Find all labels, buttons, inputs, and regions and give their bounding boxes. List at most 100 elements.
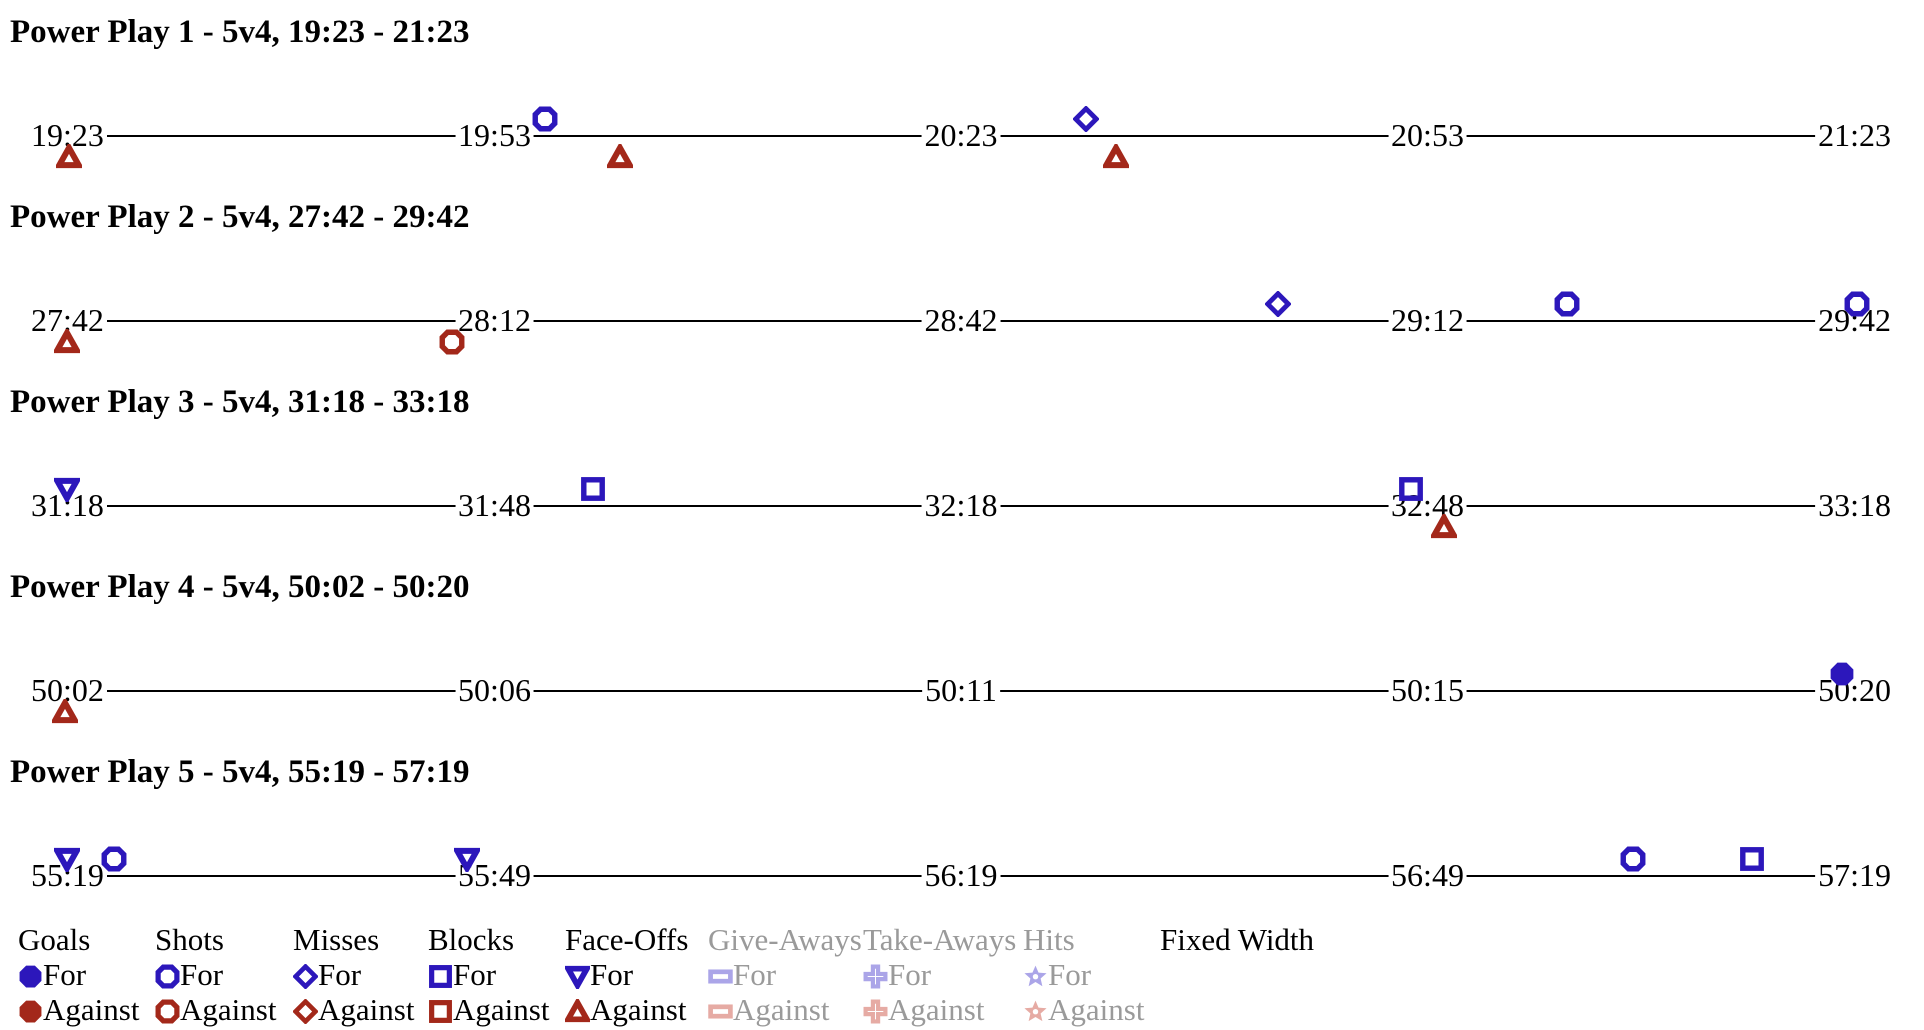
legend-team-label: Against [888, 992, 985, 1027]
timeline-axis: 55:19 55:49 56:19 56:49 57:19 [28, 846, 1894, 896]
legend-goals-against[interactable]: Against [18, 992, 155, 1027]
legend-team-label: For [590, 957, 634, 992]
block-for-icon [428, 957, 453, 992]
event-marker-block-for [580, 476, 606, 502]
event-marker-shot-for [1554, 291, 1580, 317]
legend-group-title[interactable]: Hits [1023, 922, 1075, 957]
legend-team-label: Against [43, 992, 140, 1027]
block-against-icon [428, 992, 453, 1027]
event-marker-face-off-against [56, 144, 83, 170]
shot-for-icon [155, 957, 180, 992]
miss-against-icon [292, 992, 319, 1027]
legend-team-label: Against [318, 992, 415, 1027]
legend-group-hits: Hits For Against [1023, 922, 1160, 1027]
shot-against-icon [155, 992, 180, 1027]
legend-group-title[interactable]: Face-Offs [565, 922, 689, 957]
tick-label: 55:19 [28, 854, 107, 896]
tick-label: 21:23 [1815, 114, 1894, 156]
legend-give-aways-against[interactable]: Against [708, 992, 863, 1027]
legend-blocks-for[interactable]: For [428, 957, 565, 992]
legend-misses-against[interactable]: Against [292, 992, 428, 1027]
legend-team-label: For [318, 957, 362, 992]
power-play-block-2: Power Play 2 - 5v4, 27:42 - 29:42 27:42 28… [0, 185, 1924, 370]
event-marker-face-off-against [54, 329, 81, 355]
legend-team-label: For [453, 957, 497, 992]
timeline-axis: 27:42 28:12 28:42 29:12 29:42 [28, 291, 1894, 355]
legend-group-blocks: Blocks For Against [428, 922, 565, 1027]
legend-hits-for[interactable]: For [1023, 957, 1160, 992]
tick-label: 20:23 [921, 114, 1001, 156]
legend-face-offs-against[interactable]: Against [563, 992, 708, 1027]
legend-shots-against[interactable]: Against [155, 992, 293, 1027]
tick-label: 28:42 [921, 299, 1001, 341]
hit-against-icon [1023, 992, 1048, 1027]
legend-group-title[interactable]: Take-Aways [863, 922, 1017, 957]
legend-group-title[interactable]: Blocks [428, 922, 515, 957]
legend-face-offs-for[interactable]: For [563, 957, 708, 992]
tick-label: 33:18 [1815, 484, 1894, 526]
legend-take-aways-against[interactable]: Against [863, 992, 1023, 1027]
legend-team-label: Against [180, 992, 277, 1027]
tick-label: 50:15 [1388, 669, 1467, 711]
tick-label: 19:53 [455, 114, 534, 156]
legend-team-label: Against [1048, 992, 1145, 1027]
event-marker-shot-for [532, 106, 558, 132]
timeline-axis: 31:18 31:48 32:18 32:48 33:18 [28, 477, 1894, 539]
event-marker-face-off-against [52, 699, 79, 725]
tick-label: 56:49 [1388, 854, 1467, 896]
power-play-block-3: Power Play 3 - 5v4, 31:18 - 33:18 31:18 31… [0, 370, 1924, 555]
legend-group-goals: Goals For Against [18, 922, 155, 1027]
legend-give-aways-for[interactable]: For [708, 957, 863, 992]
event-marker-face-off-against [1431, 514, 1458, 540]
goal-for-icon [18, 957, 43, 992]
power-play-title: Power Play 2 - 5v4, 27:42 - 29:42 [10, 199, 470, 235]
legend-goals-for[interactable]: For [18, 957, 155, 992]
event-marker-shot-for [1620, 846, 1646, 872]
event-marker-shot-for [101, 846, 127, 872]
event-marker-goal-for [1829, 661, 1855, 687]
tick-label: 31:48 [455, 484, 534, 526]
power-play-block-1: Power Play 1 - 5v4, 19:23 - 21:23 19:23 19… [0, 0, 1924, 185]
legend-take-aways-for[interactable]: For [863, 957, 1023, 992]
tick-label: 20:53 [1388, 114, 1467, 156]
legend-hits-against[interactable]: Against [1023, 992, 1160, 1027]
event-marker-miss-for [1073, 106, 1100, 132]
event-marker-miss-for [1265, 291, 1292, 317]
legend-group-title[interactable]: Goals [18, 922, 91, 957]
legend-group-give-aways: Give-Aways For Against [708, 922, 863, 1027]
event-marker-face-off-for [453, 846, 480, 872]
legend-group-title[interactable]: Shots [155, 922, 224, 957]
event-marker-shot-for [1844, 291, 1870, 317]
take-away-against-icon [863, 992, 888, 1027]
power-play-block-5: Power Play 5 - 5v4, 55:19 - 57:19 55:19 55… [0, 740, 1924, 925]
tick-label: 31:18 [28, 484, 107, 526]
give-away-for-icon [708, 957, 733, 992]
legend-group-title[interactable]: Misses [293, 922, 380, 957]
power-play-title: Power Play 4 - 5v4, 50:02 - 50:20 [10, 569, 470, 605]
timeline-axis: 50:02 50:06 50:11 50:15 50:20 [28, 662, 1894, 724]
legend-misses-for[interactable]: For [292, 957, 428, 992]
hit-for-icon [1023, 957, 1048, 992]
legend-team-label: For [43, 957, 87, 992]
timeline-axis: 19:23 19:53 20:23 20:53 21:23 [28, 106, 1894, 169]
face-off-for-icon [563, 957, 592, 992]
legend-group-title[interactable]: Fixed Width [1160, 922, 1315, 957]
power-play-title: Power Play 5 - 5v4, 55:19 - 57:19 [10, 754, 470, 790]
legend-blocks-against[interactable]: Against [428, 992, 565, 1027]
tick-label: 50:11 [922, 669, 1000, 711]
legend-group-title[interactable]: Give-Aways [708, 922, 862, 957]
power-play-title: Power Play 3 - 5v4, 31:18 - 33:18 [10, 384, 470, 420]
legend-team-label: For [733, 957, 777, 992]
face-off-against-icon [563, 992, 592, 1027]
event-marker-face-off-against [1102, 144, 1129, 170]
event-marker-shot-against [439, 329, 465, 355]
legend-team-label: Against [590, 992, 687, 1027]
legend-team-label: Against [733, 992, 830, 1027]
legend-group-face-offs: Face-Offs For Against [563, 922, 708, 1027]
tick-label: 19:23 [28, 114, 107, 156]
event-marker-face-off-against [606, 144, 633, 170]
legend-team-label: Against [453, 992, 550, 1027]
tick-label: 50:20 [1815, 669, 1894, 711]
legend-shots-for[interactable]: For [155, 957, 293, 992]
tick-label: 29:12 [1388, 299, 1467, 341]
